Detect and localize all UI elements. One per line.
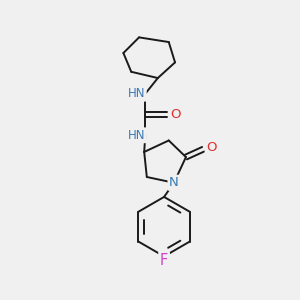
Text: HN: HN xyxy=(128,129,145,142)
Text: HN: HN xyxy=(128,87,145,100)
Text: F: F xyxy=(160,253,168,268)
Text: O: O xyxy=(206,141,217,154)
Text: O: O xyxy=(170,108,181,121)
Text: N: N xyxy=(169,176,179,189)
